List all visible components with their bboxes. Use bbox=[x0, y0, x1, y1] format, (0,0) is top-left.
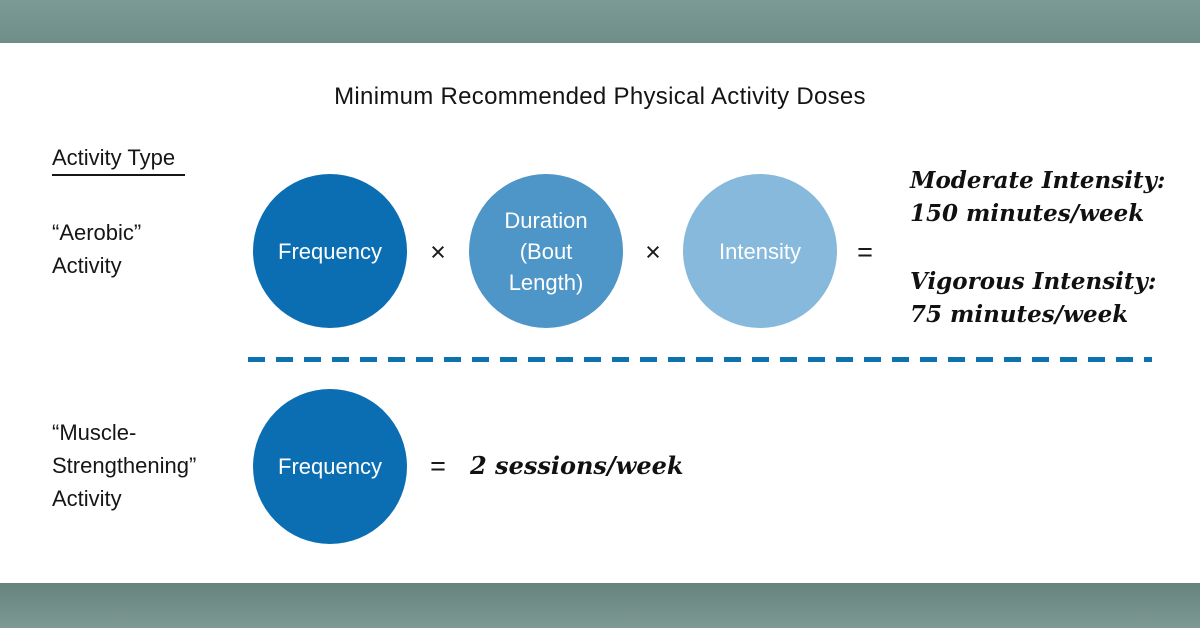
moderate-intensity-result: Moderate Intensity: 150 minutes/week bbox=[910, 167, 1166, 227]
frequency-circle-muscle: Frequency bbox=[253, 389, 407, 544]
multiply-sign-1: × bbox=[430, 237, 446, 267]
aerobic-activity-label: “Aerobic” Activity bbox=[52, 220, 142, 278]
top-band bbox=[0, 0, 1200, 43]
muscle-result: 2 sessions/week bbox=[470, 451, 684, 480]
dashed-divider bbox=[248, 357, 1152, 362]
vigorous-intensity-result: Vigorous Intensity: 75 minutes/week bbox=[910, 268, 1157, 328]
bottom-band bbox=[0, 583, 1200, 628]
duration-circle: Duration (Bout Length) bbox=[469, 174, 623, 328]
aerobic-results: Moderate Intensity: 150 minutes/week Vig… bbox=[910, 164, 1165, 331]
intensity-circle: Intensity bbox=[683, 174, 837, 328]
muscle-activity-label: “Muscle- Strengthening” Activity bbox=[52, 420, 197, 511]
frequency-circle-aerobic: Frequency bbox=[253, 174, 407, 328]
page-title: Minimum Recommended Physical Activity Do… bbox=[334, 83, 866, 110]
multiply-sign-2: × bbox=[645, 237, 661, 267]
equals-sign-muscle: = bbox=[430, 451, 446, 481]
activity-type-header: Activity Type bbox=[52, 145, 186, 176]
equals-sign-aerobic: = bbox=[857, 237, 873, 267]
